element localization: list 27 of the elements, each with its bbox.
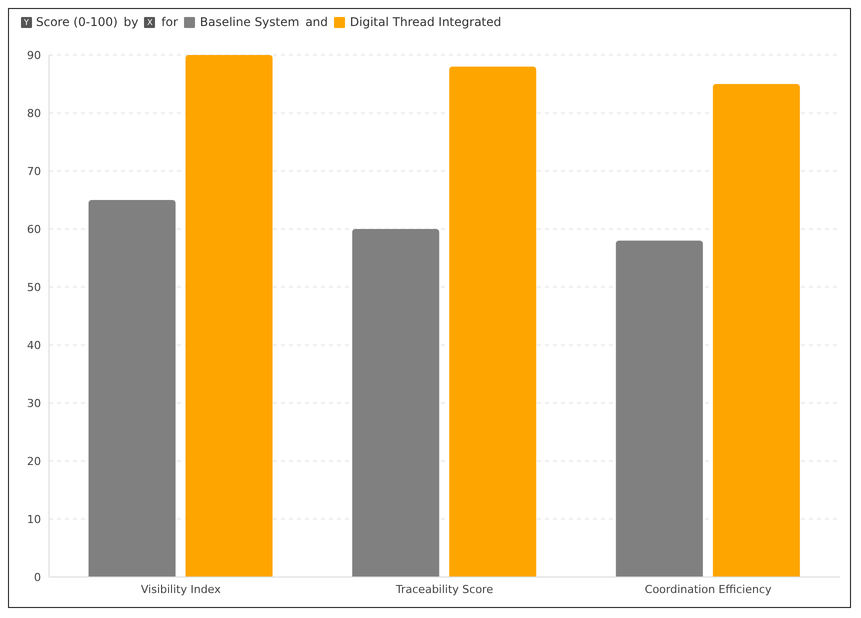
x-tick-label: Coordination Efficiency (644, 582, 772, 596)
y-tick-label: 80 (27, 106, 41, 120)
y-tick-label: 40 (27, 338, 41, 352)
text: for (161, 15, 178, 29)
bar (88, 200, 176, 577)
bar (186, 55, 273, 577)
y-tick-label: 50 (27, 280, 41, 294)
x-tick-label: Traceability Score (394, 582, 494, 596)
bar (712, 84, 800, 577)
bar (449, 66, 536, 577)
y-tick-label: 10 (27, 512, 41, 526)
y-tick-label: 20 (27, 454, 41, 468)
y-tick-label: 0 (34, 570, 41, 584)
y-tick-label: 30 (27, 396, 41, 410)
legend-label: Digital Thread Integrated (350, 15, 502, 29)
y-tick-label: 70 (27, 164, 41, 178)
y-tick-label: 90 (27, 48, 41, 62)
legend-label: Baseline System (200, 15, 300, 29)
x-tick-label: Visibility Index (140, 582, 222, 596)
text: and (305, 15, 328, 29)
text: by (124, 15, 138, 29)
y-tick-label: 60 (27, 222, 41, 236)
bar (616, 240, 703, 577)
bar (352, 229, 440, 577)
y-axis-icon: Y (21, 16, 32, 28)
x-axis-icon: X (144, 16, 156, 28)
y-axis-title: Score (0-100) (36, 15, 118, 29)
